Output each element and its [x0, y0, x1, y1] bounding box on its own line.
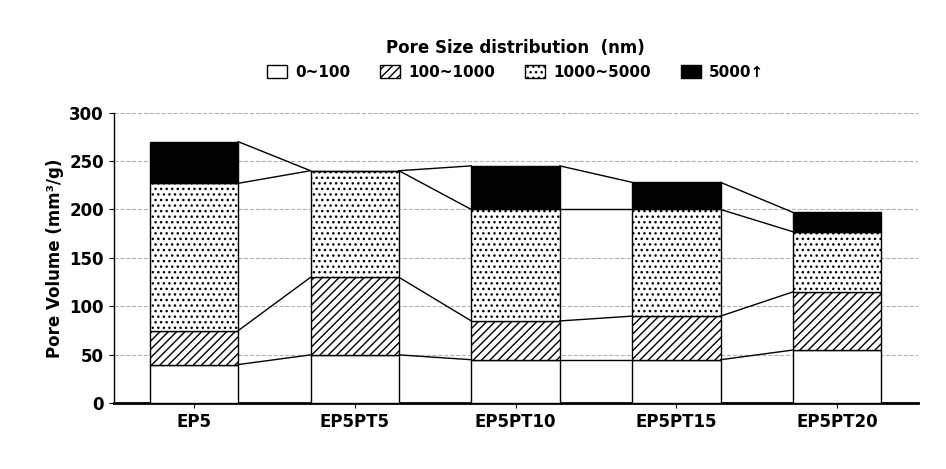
Bar — [793, 232, 882, 292]
Bar — [149, 364, 238, 403]
Bar — [471, 210, 560, 321]
Bar — [471, 166, 560, 210]
Bar — [310, 171, 399, 277]
Bar — [793, 350, 882, 403]
Bar — [632, 360, 721, 403]
Bar — [149, 142, 238, 183]
Bar — [632, 210, 721, 316]
Y-axis label: Pore Volume (mm³/g): Pore Volume (mm³/g) — [45, 158, 63, 358]
Bar — [310, 277, 399, 355]
Bar — [149, 183, 238, 331]
Bar — [632, 182, 721, 210]
Legend: 0~100, 100~1000, 1000~5000, 5000↑: 0~100, 100~1000, 1000~5000, 5000↑ — [261, 33, 770, 86]
Bar — [149, 331, 238, 364]
Bar — [471, 321, 560, 360]
Bar — [310, 355, 399, 403]
Bar — [632, 316, 721, 360]
Bar — [471, 360, 560, 403]
Bar — [793, 292, 882, 350]
Bar — [793, 212, 882, 232]
